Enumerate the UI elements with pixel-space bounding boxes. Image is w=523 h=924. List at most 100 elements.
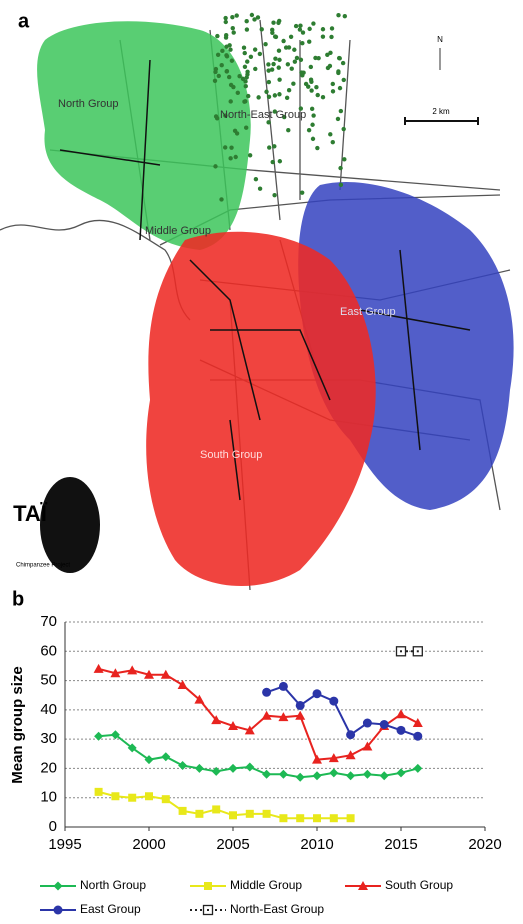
marker [380, 771, 389, 780]
marker [179, 807, 187, 815]
sighting-dot [267, 95, 271, 99]
marker [279, 814, 287, 822]
sighting-dot [321, 34, 325, 38]
sighting-dot [258, 52, 262, 56]
sighting-dot [234, 155, 238, 159]
sighting-dot [331, 82, 335, 86]
sighting-dot [235, 13, 239, 17]
marker [363, 719, 372, 728]
sighting-dot [341, 127, 345, 131]
sighting-dot [309, 65, 313, 69]
sighting-dot [243, 51, 247, 55]
group-label: Middle Group [145, 225, 211, 237]
sighting-dot [339, 183, 343, 187]
marker [279, 770, 288, 779]
sighting-dot [272, 193, 276, 197]
marker [245, 762, 254, 771]
sighting-dot [228, 48, 232, 52]
sighting-dot [224, 20, 228, 24]
sighting-dot [263, 42, 267, 46]
sighting-dot [245, 72, 249, 76]
sighting-dot [301, 30, 305, 34]
y-tick-label: 30 [40, 730, 57, 747]
marker [162, 795, 170, 803]
marker [127, 665, 137, 674]
sighting-dot [248, 153, 252, 157]
marker [296, 773, 305, 782]
sighting-dot [278, 159, 282, 163]
marker [313, 814, 321, 822]
x-tick-label: 2015 [384, 836, 417, 853]
sighting-dot [316, 56, 320, 60]
marker [330, 814, 338, 822]
sighting-dot [216, 53, 220, 57]
sighting-dot [277, 58, 281, 62]
sighting-dot [225, 69, 229, 73]
sighting-dot [231, 85, 235, 89]
sighting-dot [235, 131, 239, 135]
sighting-dot [273, 56, 277, 60]
group-label: East Group [340, 306, 396, 318]
sighting-dot [277, 77, 281, 81]
marker [313, 689, 322, 698]
sighting-dot [315, 146, 319, 150]
series-line [99, 792, 351, 818]
marker [145, 792, 153, 800]
sighting-dot [286, 128, 290, 132]
sighting-dot [291, 82, 295, 86]
sighting-dot [244, 19, 248, 23]
marker [313, 771, 322, 780]
marker [296, 701, 305, 710]
logo-chimp [40, 477, 100, 573]
sighting-dot [304, 82, 308, 86]
sighting-dot [266, 68, 270, 72]
logo-title: TAÏ [13, 501, 48, 526]
legend-label: East Group [80, 902, 141, 916]
sighting-dot [229, 145, 233, 149]
series-line [99, 735, 418, 777]
sighting-dot [321, 27, 325, 31]
sighting-dot [213, 164, 217, 168]
x-tick-label: 2000 [132, 836, 165, 853]
sighting-dot [273, 93, 277, 97]
sighting-dot [254, 177, 258, 181]
sighting-dot [338, 86, 342, 90]
sighting-dot [236, 91, 240, 95]
marker [262, 688, 271, 697]
sighting-dot [331, 89, 335, 93]
sighting-dot [227, 43, 231, 47]
marker [347, 814, 355, 822]
x-tick-label: 2010 [300, 836, 333, 853]
sighting-dot [287, 45, 291, 49]
marker [128, 794, 136, 802]
sighting-dot [295, 56, 299, 60]
marker [111, 792, 119, 800]
marker [329, 768, 338, 777]
marker [396, 709, 406, 718]
marker [346, 771, 355, 780]
marker [380, 720, 389, 729]
x-tick-label: 2020 [468, 836, 501, 853]
sighting-dot [321, 95, 325, 99]
sighting-dot [309, 88, 313, 92]
sighting-dot [272, 144, 276, 148]
sighting-dot [223, 16, 227, 20]
marker [413, 764, 422, 773]
sighting-dot [258, 187, 262, 191]
sighting-dot [311, 113, 315, 117]
sighting-dot [273, 34, 277, 38]
sighting-dot [220, 63, 224, 67]
sighting-dot [249, 55, 253, 59]
marker [195, 764, 204, 773]
sighting-dot [307, 128, 311, 132]
panel-label: b [12, 588, 24, 610]
sighting-dot [300, 190, 304, 194]
legend-label: North-East Group [230, 902, 324, 916]
sighting-dot [339, 109, 343, 113]
marker [54, 882, 63, 891]
sighting-dot [290, 67, 294, 71]
sighting-dot [270, 28, 274, 32]
marker [262, 770, 271, 779]
sighting-dot [311, 137, 315, 141]
panel-label: a [18, 10, 30, 32]
